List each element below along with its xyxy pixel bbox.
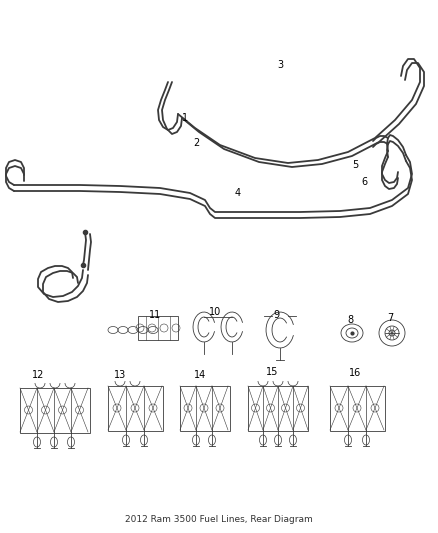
Text: 3: 3 xyxy=(277,60,283,70)
Text: 2012 Ram 3500 Fuel Lines, Rear Diagram: 2012 Ram 3500 Fuel Lines, Rear Diagram xyxy=(125,515,313,524)
Text: 10: 10 xyxy=(209,307,221,317)
Bar xyxy=(20,388,90,433)
Text: 9: 9 xyxy=(273,310,279,320)
Bar xyxy=(248,386,308,431)
Text: 15: 15 xyxy=(266,367,278,377)
Text: 5: 5 xyxy=(352,160,358,170)
Text: 11: 11 xyxy=(149,310,161,320)
Text: 13: 13 xyxy=(114,370,126,380)
Text: 14: 14 xyxy=(194,370,206,380)
Bar xyxy=(138,316,178,340)
Bar xyxy=(330,386,385,431)
Text: 16: 16 xyxy=(349,368,361,378)
Text: 7: 7 xyxy=(387,313,393,323)
Text: 2: 2 xyxy=(193,138,199,148)
Text: 12: 12 xyxy=(32,370,44,380)
Bar xyxy=(108,386,163,431)
Text: 1: 1 xyxy=(182,113,188,123)
Text: 8: 8 xyxy=(347,315,353,325)
Bar xyxy=(180,386,230,431)
Text: 4: 4 xyxy=(235,188,241,198)
Text: 6: 6 xyxy=(361,177,367,187)
